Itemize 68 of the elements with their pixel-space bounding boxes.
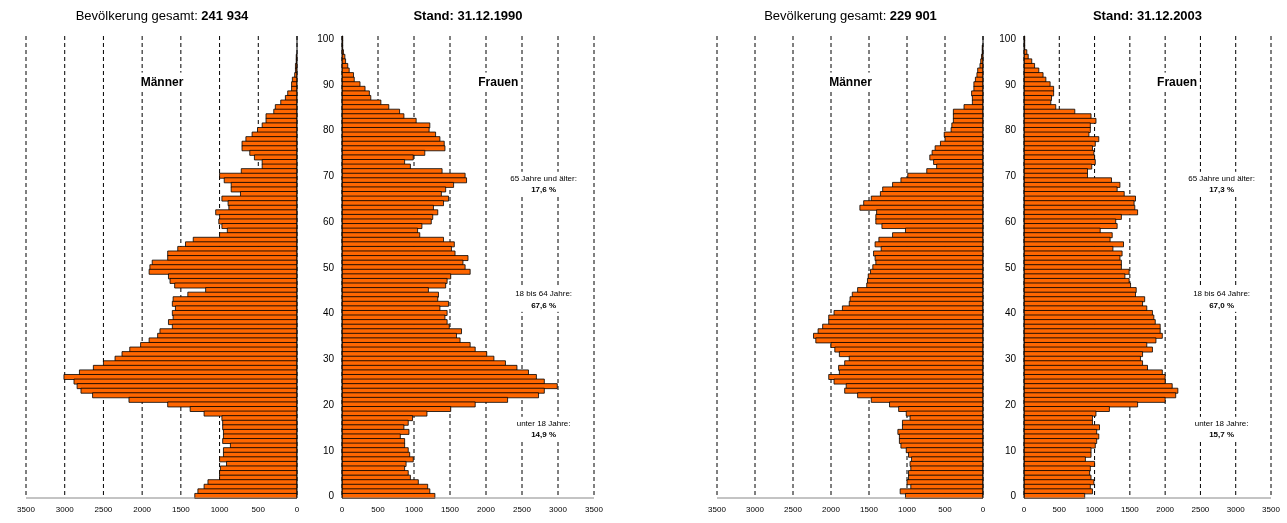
annotation: 65 Jahre und älter: 17,3 % (1188, 172, 1255, 196)
x-tick-label: 0 (294, 504, 300, 514)
y-tick-label: 100 (999, 32, 1017, 44)
y-tick-label: 10 (322, 444, 335, 456)
chart-title: Stand: 31.12.2003 (1092, 8, 1203, 23)
chart-title: Bevölkerung gesamt: 229 901 (764, 8, 937, 23)
y-tick-label: 50 (322, 261, 335, 273)
y-tick-label: 90 (1004, 78, 1017, 90)
x-tick-label: 3000 (746, 504, 765, 514)
x-tick-label: 1000 (210, 504, 230, 514)
x-tick-label: 500 (1052, 504, 1067, 514)
chart-title: Bevölkerung gesamt: 241 934 (75, 8, 249, 23)
x-tick-label: 2500 (94, 504, 113, 514)
x-tick-label: 2000 (477, 504, 496, 514)
x-tick-label: 2500 (1191, 504, 1210, 514)
x-tick-label: 3000 (549, 504, 568, 514)
y-tick-label: 100 (317, 32, 335, 44)
x-tick-label: 0 (980, 504, 986, 514)
y-tick-label: 90 (322, 78, 335, 90)
y-tick-label: 80 (1004, 124, 1017, 136)
x-tick-label: 1500 (1120, 504, 1140, 514)
x-tick-label: 0 (339, 504, 345, 514)
y-tick-label: 60 (1004, 215, 1017, 227)
y-tick-label: 80 (322, 124, 335, 136)
x-tick-label: 3500 (1262, 504, 1281, 514)
y-tick-label: 30 (322, 353, 335, 365)
chart-title: Stand: 31.12.1990 (413, 8, 523, 23)
y-tick-label: 40 (322, 307, 335, 319)
x-tick-label: 2000 (822, 504, 841, 514)
x-tick-label: 500 (938, 504, 953, 514)
x-tick-label: 0 (1021, 504, 1027, 514)
y-tick-label: 70 (322, 170, 335, 182)
y-tick-label: 10 (1004, 444, 1017, 456)
annotation: 65 Jahre und älter: 17,6 % (510, 172, 577, 196)
x-tick-label: 2000 (133, 504, 152, 514)
annotation: Frauen (1157, 73, 1198, 91)
x-tick-label: 1000 (898, 504, 917, 514)
annotation: unter 18 Jahre: 14,9 % (516, 417, 571, 440)
y-tick-label: 0 (1010, 490, 1017, 502)
y-tick-label: 50 (1004, 261, 1017, 273)
y-tick-label: 20 (1004, 398, 1017, 410)
y-tick-label: 0 (328, 490, 335, 502)
x-tick-label: 1500 (441, 504, 460, 514)
x-tick-label: 2500 (784, 504, 803, 514)
x-tick-label: 2000 (1156, 504, 1175, 514)
x-tick-label: 3500 (17, 504, 36, 514)
x-tick-label: 500 (371, 504, 386, 514)
annotation: Frauen (478, 73, 519, 91)
y-tick-label: 30 (1004, 353, 1017, 365)
x-tick-label: 1500 (171, 504, 191, 514)
x-tick-label: 3500 (585, 504, 604, 514)
annotation: 18 bis 64 Jahre: 67,6 % (515, 288, 573, 311)
x-tick-label: 3000 (55, 504, 75, 514)
x-tick-label: 3500 (708, 504, 727, 514)
x-tick-label: 3000 (1226, 504, 1246, 514)
annotation: Männer (140, 73, 184, 91)
x-tick-label: 1500 (860, 504, 879, 514)
y-tick-label: 40 (1004, 307, 1017, 319)
annotation: 18 bis 64 Jahre: 67,0 % (1193, 288, 1251, 311)
x-tick-label: 500 (251, 504, 266, 514)
x-tick-label: 1000 (405, 504, 424, 514)
annotation: unter 18 Jahre: 15,7 % (1194, 417, 1249, 440)
y-tick-label: 60 (322, 215, 335, 227)
x-tick-label: 1000 (1085, 504, 1105, 514)
annotation: Männer (829, 73, 872, 91)
y-tick-label: 20 (322, 398, 335, 410)
y-tick-label: 70 (1004, 170, 1017, 182)
x-tick-label: 2500 (513, 504, 532, 514)
